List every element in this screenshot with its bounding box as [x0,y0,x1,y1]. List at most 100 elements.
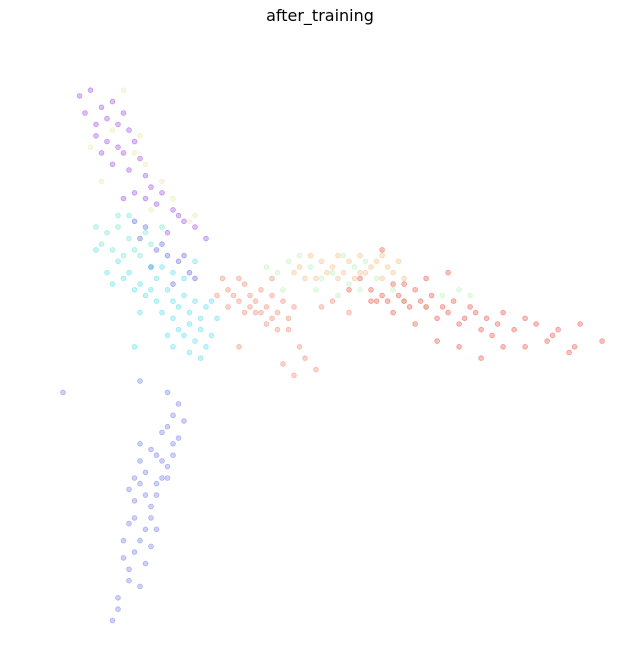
point-cyan-10 [186,309,193,316]
point-red-42 [390,309,396,316]
point-cyan-40 [208,332,215,339]
point-cornflower-35 [126,486,132,493]
point-cornflower-33 [109,617,116,624]
point-tan-0 [296,264,303,270]
point-teal-8 [126,212,132,219]
point-purple-16 [142,172,149,179]
point-cyan-29 [208,298,215,305]
point-cornflower-23 [148,515,154,521]
point-light-yellow-3 [142,161,149,168]
point-red-19 [467,304,473,310]
point-red-29 [544,338,550,344]
point-red-44 [346,286,352,293]
point-blue-mid-11 [181,252,187,259]
point-salmon-14 [247,304,253,310]
point-purple-24 [192,224,198,230]
point-cyan-2 [126,269,132,276]
point-light-yellow-8 [148,207,154,213]
point-cornflower-15 [131,515,138,521]
point-salmon-21 [241,309,248,316]
point-tan-23 [302,275,308,282]
point-cyan-36 [137,309,143,316]
point-red-0 [357,275,363,282]
point-salmon-6 [263,304,270,310]
point-mint-19 [439,292,446,299]
point-red-34 [577,321,583,327]
point-mint-8 [351,264,358,270]
point-cornflower-1 [164,389,171,396]
point-tan-20 [357,269,363,276]
point-red-11 [423,304,429,310]
point-cornflower-37 [137,440,143,447]
point-salmon-10 [285,315,292,322]
point-salmon-3 [247,292,253,299]
point-tan-7 [346,258,352,265]
point-cornflower-38 [142,560,149,567]
point-salmon-5 [258,286,264,293]
point-cornflower-27 [164,423,171,430]
point-teal-0 [104,229,110,236]
point-cornflower-5 [159,429,165,436]
point-teal-10 [93,224,99,230]
point-cyan-18 [186,321,193,327]
point-teal-3 [109,247,116,253]
point-tan-1 [307,252,314,259]
point-red-47 [445,269,451,276]
point-red-23 [489,332,495,339]
point-cyan-34 [148,286,154,293]
point-purple-1 [87,87,94,93]
point-tan-11 [368,264,374,270]
point-red-13 [434,315,440,322]
point-cyan-35 [109,281,116,287]
point-cyan-0 [93,247,99,253]
point-purple-9 [104,138,110,145]
point-red-4 [384,298,391,305]
point-salmon-15 [236,298,242,305]
point-cornflower-42 [164,475,171,481]
point-cyan-39 [186,349,193,356]
point-blue-mid-0 [131,218,138,225]
point-tan-18 [313,275,319,282]
point-red-30 [549,332,556,339]
point-salmon-11 [291,304,297,310]
point-teal-4 [120,252,127,259]
point-mint-13 [346,281,352,287]
point-salmon-25 [291,372,297,379]
point-red-46 [379,247,385,253]
point-cornflower-31 [115,594,121,601]
point-mint-16 [390,286,396,293]
point-blue-mid-2 [137,235,143,242]
point-salmon-1 [236,275,242,282]
point-mint-14 [357,286,363,293]
point-teal-7 [142,229,149,236]
point-mint-7 [340,252,347,259]
point-light-yellow-4 [159,178,165,185]
point-red-24 [494,321,501,327]
point-salmon-0 [225,286,231,293]
point-red-35 [599,338,605,344]
point-teal-13 [115,212,121,219]
point-cyan-19 [192,338,198,344]
point-cyan-23 [153,298,160,305]
point-salmon-27 [302,355,308,362]
point-cornflower-43 [170,452,176,459]
point-light-yellow-9 [137,133,143,139]
point-blue-mid-8 [170,281,176,287]
point-purple-26 [175,212,182,219]
point-salmon-12 [269,315,275,322]
point-mint-21 [467,292,473,299]
point-cornflower-3 [175,401,182,407]
point-purple-23 [181,218,187,225]
point-red-7 [401,298,407,305]
point-cornflower-16 [142,526,149,533]
point-cornflower-19 [131,549,138,555]
point-salmon-9 [280,298,286,305]
point-cyan-7 [170,298,176,305]
point-cornflower-14 [148,503,154,510]
point-red-16 [450,298,457,305]
point-red-20 [472,309,479,316]
point-salmon-7 [269,292,275,299]
point-red-5 [390,281,396,287]
point-cornflower-18 [126,520,132,527]
point-purple-21 [153,201,160,208]
